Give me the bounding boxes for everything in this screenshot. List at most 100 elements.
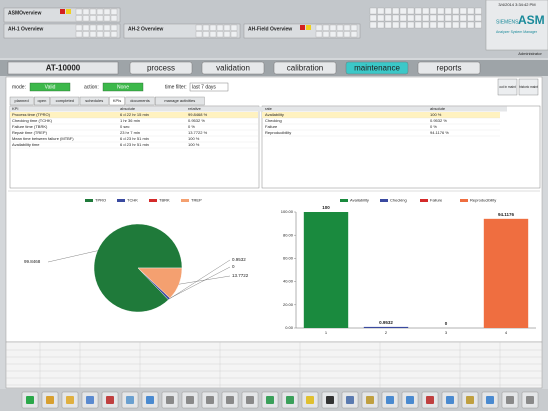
legend-swatch bbox=[149, 199, 157, 202]
status-cell bbox=[230, 24, 238, 31]
table-cell: Repair time (TREP) bbox=[12, 130, 48, 135]
status-cell bbox=[414, 21, 422, 29]
status-cell bbox=[82, 15, 90, 22]
status-cell bbox=[315, 24, 323, 31]
toolbar-icon bbox=[186, 396, 194, 404]
legend-label: TCHK bbox=[127, 198, 138, 203]
toolbar-icon bbox=[446, 396, 454, 404]
side-button[interactable] bbox=[497, 78, 518, 96]
sub-tab-label: manage activities bbox=[164, 98, 195, 103]
slice-label: 0 bbox=[232, 264, 235, 269]
status-cell bbox=[422, 7, 430, 15]
status-cell bbox=[392, 7, 400, 15]
sub-tab-label: open bbox=[37, 98, 46, 103]
bar bbox=[303, 212, 349, 328]
table-cell: 6 d 22 hr 15 min bbox=[120, 112, 149, 117]
toolbar-icon bbox=[326, 396, 334, 404]
status-cell bbox=[369, 7, 377, 15]
status-cell bbox=[110, 31, 118, 38]
nav-tab-label: calibration bbox=[287, 64, 323, 73]
nav-tab[interactable] bbox=[417, 61, 481, 75]
table-header bbox=[10, 106, 266, 112]
status-cell bbox=[474, 14, 482, 22]
legend-swatch bbox=[117, 199, 125, 202]
table-cell: Mean time between failure (MTBF) bbox=[12, 136, 74, 141]
brand: SIEMENS bbox=[496, 19, 519, 25]
column-header: relative bbox=[188, 106, 202, 111]
time-filter-select[interactable] bbox=[189, 82, 229, 92]
time-filter-value: last 7 days bbox=[192, 84, 216, 90]
table-cell: 0 % bbox=[430, 124, 437, 129]
status-cell bbox=[343, 31, 351, 38]
status-cell bbox=[209, 24, 217, 31]
device-name: AT-10000 bbox=[46, 64, 81, 73]
status-cell bbox=[429, 14, 437, 22]
overview-label: AH-1 Overview bbox=[8, 26, 43, 32]
toolbar-icon bbox=[66, 396, 74, 404]
sub-tab[interactable] bbox=[9, 96, 34, 106]
leader-line bbox=[169, 266, 231, 299]
table-header bbox=[262, 106, 507, 112]
status-cell bbox=[392, 21, 400, 29]
status-cell bbox=[343, 24, 351, 31]
sub-tab[interactable] bbox=[125, 96, 155, 106]
bar-value-label: 100 bbox=[322, 205, 330, 210]
nav-tab[interactable] bbox=[201, 61, 265, 75]
toolbar-icon bbox=[526, 396, 534, 404]
table-cell: Checking time (TCHK) bbox=[12, 118, 53, 123]
toolbar-icon bbox=[166, 396, 174, 404]
status-cell bbox=[407, 21, 415, 29]
status-cell bbox=[202, 31, 210, 38]
table-cell: Checking bbox=[265, 118, 282, 123]
selected-row bbox=[262, 112, 500, 118]
toolbar-icon bbox=[126, 396, 134, 404]
table-cell: 13.7722 % bbox=[188, 130, 208, 135]
bar-value-label: 94.1176 bbox=[498, 212, 515, 217]
sub-tab[interactable] bbox=[50, 96, 80, 106]
slice-label: 0.9532 bbox=[232, 257, 246, 262]
nav-tab[interactable] bbox=[129, 61, 193, 75]
nav-tab[interactable] bbox=[273, 61, 337, 75]
status-cell bbox=[315, 31, 323, 38]
status-cell bbox=[230, 31, 238, 38]
status-cell bbox=[75, 24, 83, 31]
status-cell bbox=[209, 31, 217, 38]
status-cell bbox=[467, 7, 475, 15]
sub-tab[interactable] bbox=[79, 96, 109, 106]
nav-tab-label: process bbox=[147, 64, 175, 73]
status-cell bbox=[103, 8, 111, 15]
table-cell: 94.1176 % bbox=[430, 130, 449, 135]
status-cell bbox=[437, 14, 445, 22]
sub-tab-label: schedules bbox=[85, 98, 103, 103]
logo-box bbox=[485, 0, 548, 51]
status-cell bbox=[82, 8, 90, 15]
status-cell bbox=[329, 24, 337, 31]
status-cell bbox=[437, 7, 445, 15]
status-cell bbox=[459, 21, 467, 29]
x-tick-label: 1 bbox=[325, 330, 328, 335]
status-cell bbox=[223, 24, 231, 31]
y-tick-label: 100.00 bbox=[281, 209, 294, 214]
mode-button[interactable] bbox=[29, 82, 71, 92]
status-cell bbox=[82, 31, 90, 38]
nav-tab[interactable] bbox=[345, 61, 409, 75]
status-cell bbox=[384, 21, 392, 29]
rate-table bbox=[261, 105, 541, 189]
toolbar-icon bbox=[306, 396, 314, 404]
status-cell bbox=[459, 7, 467, 15]
table-cell: 1 hr 36 min bbox=[120, 118, 140, 123]
x-tick-label: 2 bbox=[385, 330, 388, 335]
side-button[interactable] bbox=[518, 78, 539, 96]
sub-tab[interactable] bbox=[34, 96, 50, 106]
warning-icon bbox=[66, 9, 71, 14]
status-cell bbox=[422, 21, 430, 29]
action-button[interactable] bbox=[102, 82, 144, 92]
sub-tab[interactable] bbox=[154, 96, 205, 106]
status-cell bbox=[459, 14, 467, 22]
sub-tab[interactable] bbox=[109, 96, 126, 106]
toolbar-icon bbox=[506, 396, 514, 404]
table-cell: Reproducibility bbox=[265, 130, 291, 135]
status-cell bbox=[96, 15, 104, 22]
status-cell bbox=[467, 14, 475, 22]
y-tick-label: 60.00 bbox=[283, 255, 294, 260]
